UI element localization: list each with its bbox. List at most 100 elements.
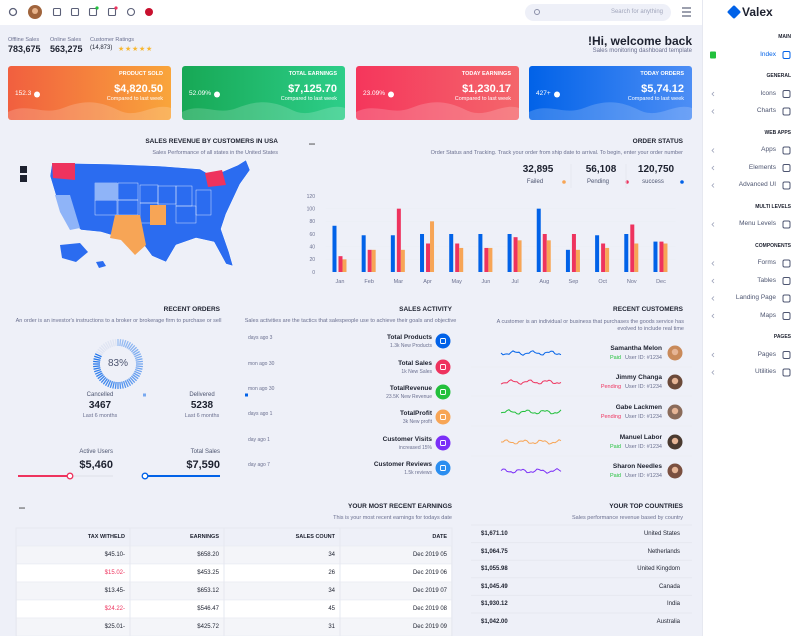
settings-icon [8,7,18,17]
table-cell: Dec 2019 07 [412,588,447,594]
sidebar-item[interactable]: Apps [761,146,776,153]
chevron [711,313,715,319]
gauge-tick [94,370,102,375]
state-highlight [110,215,146,255]
table-cell: $546.47 [197,606,219,612]
gauge-tick [132,348,139,354]
bar [513,237,518,272]
recent-customers-panel: RECENT CUSTOMERS A customer is an individ… [471,300,692,486]
search-input[interactable]: Search for anything [610,9,663,15]
sidebar-item[interactable]: Elements [748,163,776,171]
activity-icon [435,460,451,476]
gauge-tick [124,380,129,388]
sparkline [500,409,562,415]
y-tick-label: 20 [309,257,315,263]
sidebar-icon [782,294,791,303]
bar [459,247,464,272]
gauge-tick [124,340,129,348]
gauge-tick [126,342,132,349]
table-cell: $45.10- [104,552,125,558]
active-marker [710,51,716,59]
bar [565,249,570,272]
usa-map [20,159,251,268]
state-highlight [55,195,80,230]
order-stat-value: 5238 [190,400,214,411]
x-tick-label: Mar [394,279,404,285]
x-tick-label: Oct [598,279,607,285]
order-stat-dot [245,393,248,397]
card-note: Compared to last week [106,96,163,102]
activity-time: days ago 1 [248,411,273,417]
activity-detail: 1.5k reviews [404,470,432,476]
gauge-tick [135,365,143,368]
star: ★ [132,45,138,53]
bar [653,241,658,272]
bar [536,208,541,272]
sidebar-item[interactable]: Maps [760,311,776,319]
table-row [16,581,452,601]
sidebar-item[interactable]: Forms [757,259,776,266]
bar [542,234,547,272]
sidebar-item[interactable]: Landing Page [735,294,776,301]
gauge-tick [114,381,117,389]
stat-card: TODAY ORDERS $5,74.12 Compared to last wee… [529,66,692,120]
card-wave [356,102,519,120]
sidebar-item[interactable]: Index [760,50,776,58]
summary-label: Offline Sales [8,37,40,43]
gauge-tick [134,355,142,360]
sidebar-item[interactable]: Pages [757,350,776,358]
search-box [525,4,671,21]
chevron [711,261,715,266]
gauge-tick [98,346,106,353]
gauge-tick [104,342,110,349]
activity-glyph [440,364,446,370]
card-wave [529,102,692,120]
sidebar-item[interactable]: Menu Levels [739,220,776,227]
sidebar-section-title: COMPONENTS [755,242,791,249]
activity-detail: 23.5K New Revenue [386,394,432,400]
gauge-tick [133,372,140,378]
users-value: $7,590 [186,459,220,471]
stat-card: TOTAL EARNINGS $7,125.70 Compared to last … [182,66,345,120]
card-value: $4,820.50 [114,83,163,95]
sidebar-item[interactable]: Icons [760,89,776,97]
card-note: Compared to last week [454,96,511,102]
activity-icon [435,333,451,349]
sidebar-item[interactable]: Utilities [755,368,776,375]
gauge-tick [135,367,143,370]
bar [571,234,576,272]
slider-handle [66,472,74,480]
sidebar-item[interactable]: Advanced UI [738,181,776,188]
sidebar-icon [782,277,791,285]
chevron [711,109,715,114]
gauge-tick [133,350,140,356]
bar [575,249,580,272]
sidebar-item[interactable]: Tables [757,276,776,284]
notification-dot [114,6,118,10]
gauge-tick [107,340,112,348]
sidebar-item[interactable]: Charts [756,107,776,114]
table-cell: 34 [328,588,335,594]
sidebar-section-title: MAIN [778,34,791,40]
bar [400,249,405,272]
customer-id: User ID: #1234 [625,355,662,361]
more-dot [311,143,313,145]
country-name: Canada [658,583,680,590]
bar [595,235,600,272]
sales-activity-panel: SALES ACTIVITY Sales activities are the t… [240,300,461,486]
map-panel: SALES REVENUE BY CUSTOMERS IN USA Sales P… [8,132,287,290]
chevron [711,165,715,171]
table-cell: Dec 2019 06 [412,570,447,576]
card-title: PRODUCT SOLD [119,71,163,77]
country-amount: $1,055.98 [481,566,508,573]
gauge-tick [128,343,134,350]
customer-name: Jimmy Changa [615,374,662,381]
country-name: Netherlands [647,548,680,555]
order-stat-label: Delivered [189,392,215,398]
summary-value: 783,675 [8,44,41,54]
users-label: Active Users [79,449,113,455]
graphic [471,345,692,479]
more-dot [309,143,311,145]
more-dot [19,507,21,509]
